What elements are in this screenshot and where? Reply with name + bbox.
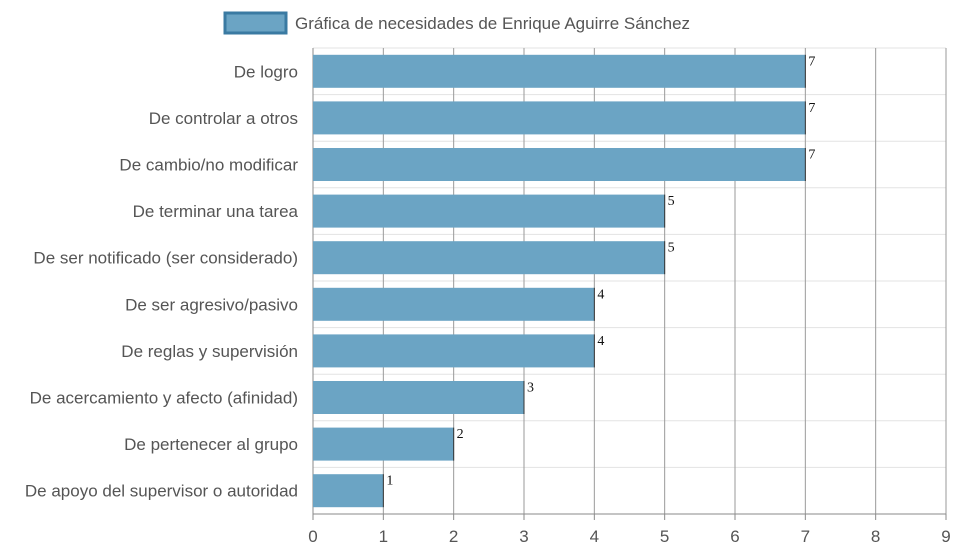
bar[interactable] (313, 381, 524, 414)
bars (313, 54, 806, 508)
legend[interactable]: Gráfica de necesidades de Enrique Aguirr… (223, 11, 690, 35)
data-label: 7 (808, 54, 815, 69)
bar[interactable] (313, 241, 665, 275)
bar[interactable] (313, 54, 806, 88)
category-label: De ser agresivo/pasivo (125, 295, 298, 314)
x-tick-labels: 0 1 2 3 4 5 6 7 8 9 (308, 527, 950, 546)
category-label: De reglas y supervisión (121, 342, 298, 361)
bar[interactable] (313, 334, 595, 368)
x-tick-label: 5 (660, 527, 669, 546)
x-tick-label: 2 (449, 527, 458, 546)
x-tick-label: 6 (730, 527, 739, 546)
category-label: De apoyo del supervisor o autoridad (25, 482, 298, 501)
category-label: De ser notificado (ser considerado) (33, 249, 298, 268)
bar[interactable] (313, 148, 806, 181)
axes (312, 513, 947, 520)
bar[interactable] (313, 474, 384, 508)
x-tick-label: 1 (379, 527, 388, 546)
category-labels: De logro De controlar a otros De cambio/no… (25, 62, 299, 500)
legend-swatch (223, 11, 288, 35)
category-label: De cambio/no modificar (119, 156, 298, 175)
data-label: 1 (386, 474, 393, 489)
category-label: De logro (234, 62, 298, 81)
x-tick-label: 7 (801, 527, 810, 546)
bar[interactable] (313, 101, 806, 135)
data-label: 4 (597, 334, 604, 349)
data-label: 4 (597, 287, 604, 302)
data-label: 3 (527, 381, 534, 396)
data-label: 7 (808, 101, 815, 116)
bar[interactable] (313, 427, 454, 461)
bar[interactable] (313, 194, 665, 228)
data-label: 5 (668, 241, 675, 256)
category-label: De acercamiento y afecto (afinidad) (30, 389, 298, 408)
x-tick-label: 8 (871, 527, 880, 546)
data-label: 5 (668, 194, 675, 209)
category-label: De terminar una tarea (133, 202, 299, 221)
data-label: 2 (457, 427, 464, 442)
legend-label: Gráfica de necesidades de Enrique Aguirr… (295, 14, 690, 33)
data-labels: 7 7 7 5 5 4 4 3 2 1 (386, 54, 815, 488)
bar[interactable] (313, 287, 595, 321)
x-tick-label: 9 (941, 527, 950, 546)
category-label: De pertenecer al grupo (124, 435, 298, 454)
x-tick-label: 3 (519, 527, 528, 546)
data-label: 7 (808, 148, 815, 163)
category-label: De controlar a otros (149, 109, 298, 128)
x-tick-label: 0 (308, 527, 317, 546)
x-tick-label: 4 (590, 527, 599, 546)
